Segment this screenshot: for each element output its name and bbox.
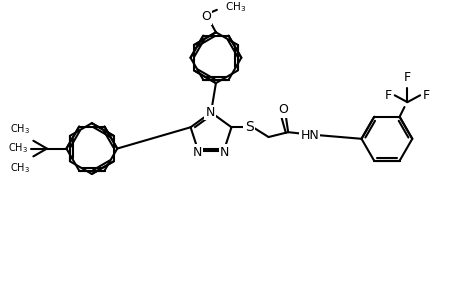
Text: N: N: [205, 106, 214, 119]
Text: CH$_3$: CH$_3$: [224, 0, 246, 14]
Text: N: N: [192, 146, 202, 159]
Text: CH$_3$: CH$_3$: [11, 122, 30, 136]
Text: O: O: [201, 10, 211, 23]
Text: HN: HN: [300, 129, 319, 142]
Text: N: N: [219, 146, 229, 159]
Text: F: F: [403, 70, 410, 84]
Text: F: F: [384, 89, 391, 102]
Text: CH$_3$: CH$_3$: [8, 142, 28, 155]
Text: S: S: [244, 120, 253, 134]
Text: O: O: [278, 103, 288, 116]
Text: F: F: [422, 89, 429, 102]
Text: CH$_3$: CH$_3$: [11, 161, 30, 175]
